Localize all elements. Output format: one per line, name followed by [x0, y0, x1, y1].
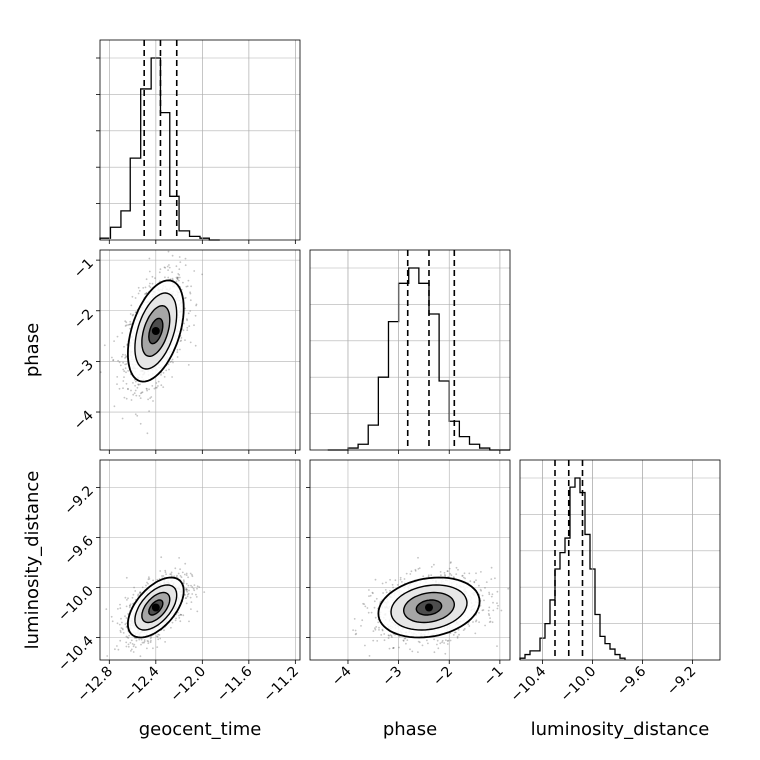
x-axis-label-phase: phase [383, 719, 437, 740]
y-tick-label-phase: −4 [71, 407, 97, 433]
x-axis-label-geocent_time: geocent_time [139, 719, 262, 740]
y-tick-label-phase: −1 [71, 256, 97, 282]
x-tick-label-phase: −4 [329, 663, 355, 689]
y-tick-label-phase: −2 [71, 306, 97, 332]
y-axis-label-phase: phase [22, 323, 43, 377]
panel-2d-geocent_time-luminosity_distance: −12.8 −12.4 −12.0 −11.6 −11.2 −10.4 −10.0 −9.6 −… [55, 459, 303, 706]
y-tick-label-luminosity_distance: −10.0 [55, 583, 97, 625]
x-tick-label-phase: −2 [430, 664, 456, 690]
y-axis-label-luminosity_distance: luminosity_distance [22, 471, 43, 650]
x-axis-label-luminosity_distance: luminosity_distance [531, 719, 710, 740]
x-tick-label-luminosity_distance: −9.2 [664, 664, 699, 699]
x-tick-label-geocent_time: −12.8 [74, 664, 116, 706]
peak-marker [424, 603, 433, 612]
y-tick-label-phase: −3 [71, 357, 97, 383]
histogram-geocent_time [99, 57, 220, 241]
x-tick-label-phase: −3 [380, 664, 406, 690]
x-tick-label-geocent_time: −11.2 [261, 664, 303, 706]
peak-marker [151, 603, 160, 612]
y-tick-label-luminosity_distance: −9.2 [61, 483, 96, 518]
histogram-phase [327, 267, 510, 451]
peak-marker [151, 327, 160, 336]
histogram-luminosity_distance [519, 477, 626, 660]
x-tick-label-luminosity_distance: −9.6 [614, 663, 649, 698]
panel-2d-phase-luminosity_distance: −4 −3 −2 −1 [306, 459, 511, 690]
x-tick-label-phase: −1 [481, 664, 507, 690]
x-tick-label-luminosity_distance: −10.4 [508, 663, 550, 705]
y-tick-label-luminosity_distance: −10.4 [55, 633, 97, 675]
x-tick-label-luminosity_distance: −10.0 [558, 664, 600, 706]
y-tick-label-luminosity_distance: −9.6 [61, 533, 96, 568]
x-tick-label-geocent_time: −11.6 [214, 663, 256, 705]
x-tick-label-geocent_time: −12.4 [121, 663, 163, 705]
panel-hist-phase [309, 249, 511, 454]
panel-2d-geocent_time-phase: −4 −3 −2 −1 [71, 249, 301, 454]
panel-hist-luminosity_distance: −10.4 −10.0 −9.6 −9.2 [508, 459, 721, 706]
panel-hist-geocent_time [96, 39, 301, 244]
x-tick-label-geocent_time: −12.0 [168, 664, 210, 706]
